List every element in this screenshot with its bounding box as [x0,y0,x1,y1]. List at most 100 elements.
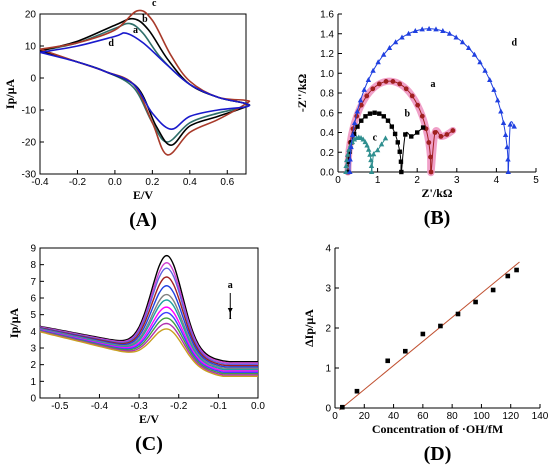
data-point [367,111,373,116]
x-tick-label: 2 [414,175,420,186]
data-point [347,156,353,162]
x-tick-label: 0 [335,175,341,186]
y-tick-label: 0.0 [320,168,334,179]
data-point [362,139,368,145]
y-axis-title: -Z''/kΩ [295,73,309,112]
data-point [386,44,393,50]
y-tick-label: 0 [30,74,36,85]
data-point [455,311,461,317]
y-tick-label: 7 [30,277,36,288]
nyquist-series-c [343,134,389,174]
data-point [354,388,360,394]
y-tick-label: 9 [30,244,36,255]
y-tick-label: 0.6 [320,108,334,119]
data-point [368,169,375,174]
data-point [381,114,386,119]
panel-0: -0.4 -0.2 0.0 0.2 0.4 0.6 -30 -20 -10 0 10 20 E/V Ip/… [3,0,251,231]
data-point [428,154,433,160]
y-tick-label: 1 [325,364,331,375]
x-tick-label: 120 [502,411,519,422]
x-tick-label: 40 [388,411,400,422]
data-point [420,331,426,337]
panel-1: 0 1 2 3 4 5 0.0 0.2 0.4 0.6 0.8 1.0 1.2 1.4 1.6 Z'/kΩ -Z… [295,10,539,230]
data-point [377,111,382,116]
data-point [340,404,345,410]
data-point [428,169,434,175]
data-point [368,162,375,168]
data-point [399,169,404,175]
data-point [351,131,357,137]
data-point [359,118,364,123]
y-axis-title: Ip/μA [3,79,17,109]
trend-arrow-head [227,308,233,313]
data-point [367,151,373,157]
data-point [505,273,511,279]
y-tick-label: 1.2 [320,49,334,60]
x-tick-label: 20 [359,411,371,422]
y-tick-label: 3 [30,344,36,355]
x-tick-label: 5 [533,175,539,186]
x-tick-label: 0.2 [145,177,159,188]
x-tick-label: 0.0 [251,401,265,412]
data-point [383,79,389,84]
curve-label: a [431,79,436,90]
data-point [444,132,450,137]
data-point [505,169,511,174]
data-point [355,124,360,129]
data-point [368,157,374,163]
data-point [500,120,507,126]
data-point [392,39,399,45]
y-tick-label: 3 [325,284,331,295]
arrow-label-end: l [229,311,232,322]
dpv-curve [39,328,258,378]
data-point [511,123,517,129]
data-point [465,44,472,50]
y-tick-label: 6 [30,294,36,305]
data-point [376,81,382,87]
x-tick-label: 0.0 [108,177,122,188]
y-tick-label: 1.6 [320,10,334,21]
x-tick-label: 80 [447,411,459,422]
data-point [360,136,366,142]
y-axis-title: Ip/μA [7,308,21,338]
x-tick-label: 100 [473,411,490,422]
data-point [453,34,459,40]
y-tick-label: 10 [25,42,37,53]
data-point [514,267,519,273]
data-point [385,358,391,364]
data-point [397,81,403,87]
data-point [482,67,488,73]
x-tick-label: -0.4 [91,401,109,412]
cv-curve-c [39,9,251,156]
data-point [347,169,353,174]
fit-line [339,261,520,411]
data-point [487,76,493,82]
data-point [370,151,377,157]
data-point [382,135,389,141]
data-point [343,169,349,174]
data-point [432,130,438,135]
data-point [409,134,414,139]
x-axis-title: Concentration of ·OH/fM [372,422,503,436]
panel-label: (A) [129,209,157,231]
nyquist-series-d [347,25,517,174]
data-point [372,110,377,115]
data-point [403,86,409,92]
y-tick-label: 4 [325,244,331,255]
data-point [374,147,381,153]
cv-curve-b [39,17,251,147]
data-point [440,27,446,33]
x-tick-label: 4 [494,175,500,186]
data-point [365,76,372,82]
panel-3: 0 20 40 60 80 100 120 140 0 1 2 3 4 Concentration of … [302,244,549,466]
data-point [402,348,408,354]
data-point [412,27,419,33]
panel-label: (C) [135,433,163,455]
plot-frame [39,13,247,175]
y-tick-label: -30 [22,170,37,181]
data-point [426,140,432,145]
x-tick-label: -0.4 [31,177,49,188]
data-point [419,26,425,32]
x-axis-title: E/V [139,412,159,426]
